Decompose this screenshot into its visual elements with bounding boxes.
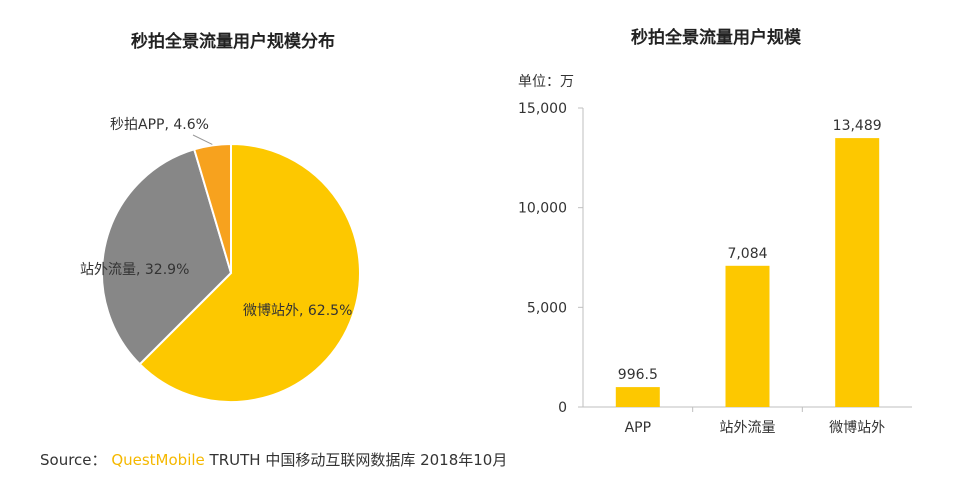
source-brand: QuestMobile [111, 451, 205, 469]
x-tick-label: 微博站外 [829, 419, 885, 436]
y-tick-label: 15,000 [518, 101, 567, 117]
y-tick-label: 0 [558, 400, 567, 416]
y-tick-label: 10,000 [518, 201, 567, 217]
pie-chart: 秒拍全景流量用户规模分布 微博站外, 62.5% 站外流量, 32.9% 秒拍APP… [80, 31, 361, 403]
x-tick-label: 站外流量 [720, 420, 776, 436]
pie-leader-line [192, 134, 213, 145]
source-note: Source： QuestMobile TRUTH 中国移动互联网数据库 201… [40, 449, 507, 470]
pie-slice [192, 142, 232, 274]
bar [615, 387, 660, 407]
pie-slice-label: 微博站外, 62.5% [243, 302, 352, 319]
pie-chart-title: 秒拍全景流量用户规模分布 [131, 31, 335, 52]
bar-value-label: 13,489 [833, 118, 882, 134]
pie-slice-label: 站外流量, 32.9% [80, 262, 189, 278]
bar-chart-title: 秒拍全景流量用户规模 [631, 27, 802, 48]
pie-slice [138, 142, 361, 403]
bar-value-label: 7,084 [727, 246, 767, 262]
source-prefix: Source： [40, 451, 107, 469]
bar [835, 138, 880, 407]
bar-chart: 秒拍全景流量用户规模 单位：万 0 5,000 10,000 15,000 APP 站外流… [518, 27, 912, 436]
bar [725, 265, 770, 407]
bar-value-label: 996.5 [618, 367, 658, 383]
x-tick-label: APP [625, 420, 651, 436]
source-suffix: TRUTH 中国移动互联网数据库 2018年10月 [209, 451, 508, 469]
bar-chart-unit-label: 单位：万 [518, 74, 574, 90]
y-tick-label: 5,000 [527, 300, 567, 316]
pie-slice [100, 148, 233, 366]
pie-slice-label: 秒拍APP, 4.6% [110, 117, 209, 133]
